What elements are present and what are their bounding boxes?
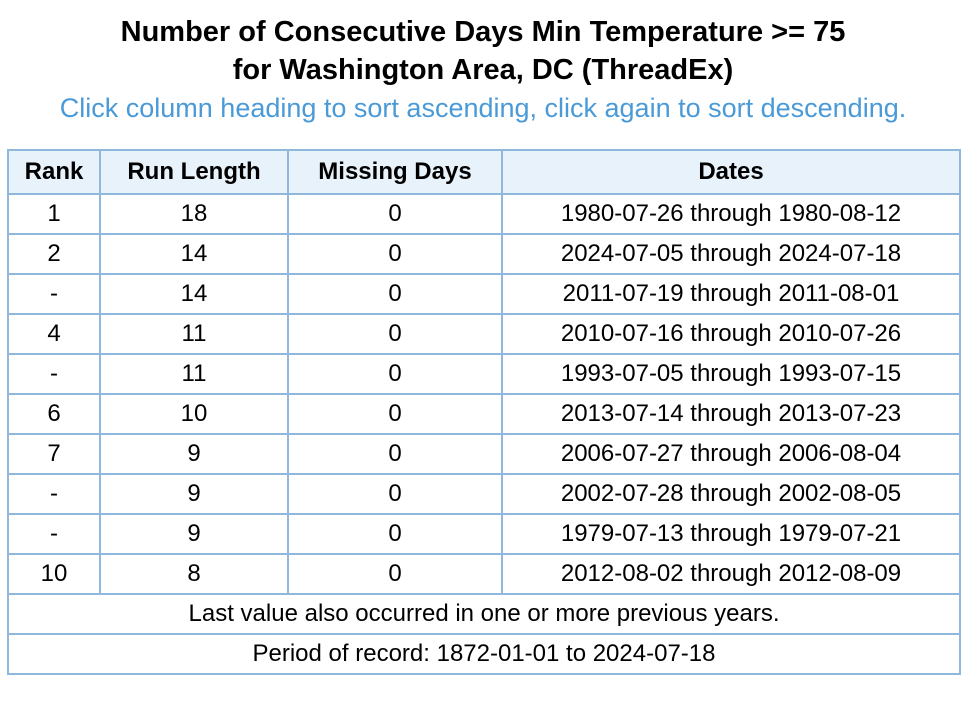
run-length-cell: 9 [99,513,289,555]
table-row: 6 10 0 2013-07-14 through 2013-07-23 [7,393,961,435]
missing-days-cell: 0 [287,513,503,555]
dates-cell: 2013-07-14 through 2013-07-23 [501,393,961,435]
column-heading-dates[interactable]: Dates [501,149,961,195]
table-row: 2 14 0 2024-07-05 through 2024-07-18 [7,233,961,275]
rank-cell: 10 [7,553,101,595]
rank-cell: 6 [7,393,101,435]
rank-cell: 7 [7,433,101,475]
column-heading-rank[interactable]: Rank [7,149,101,195]
missing-days-cell: 0 [287,233,503,275]
dates-cell: 2002-07-28 through 2002-08-05 [501,473,961,515]
rank-cell: 2 [7,233,101,275]
footnote-cell: Last value also occurred in one or more … [7,593,961,635]
run-length-cell: 11 [99,353,289,395]
page-title: Number of Consecutive Days Min Temperatu… [0,13,966,89]
missing-days-cell: 0 [287,433,503,475]
table-row: 7 9 0 2006-07-27 through 2006-08-04 [7,433,961,475]
run-length-cell: 9 [99,433,289,475]
rank-cell: - [7,513,101,555]
dates-cell: 2024-07-05 through 2024-07-18 [501,233,961,275]
table-row: 1 18 0 1980-07-26 through 1980-08-12 [7,193,961,235]
rank-cell: 1 [7,193,101,235]
rank-cell: 4 [7,313,101,355]
period-row: Period of record: 1872-01-01 to 2024-07-… [7,633,961,675]
dates-cell: 2010-07-16 through 2010-07-26 [501,313,961,355]
table-row: - 11 0 1993-07-05 through 1993-07-15 [7,353,961,395]
dates-cell: 1980-07-26 through 1980-08-12 [501,193,961,235]
table-row: - 9 0 2002-07-28 through 2002-08-05 [7,473,961,515]
run-length-cell: 8 [99,553,289,595]
missing-days-cell: 0 [287,393,503,435]
dates-cell: 1979-07-13 through 1979-07-21 [501,513,961,555]
table-row: 4 11 0 2010-07-16 through 2010-07-26 [7,313,961,355]
period-of-record-cell: Period of record: 1872-01-01 to 2024-07-… [7,633,961,675]
run-length-cell: 14 [99,233,289,275]
table-row: - 14 0 2011-07-19 through 2011-08-01 [7,273,961,315]
column-heading-missing-days[interactable]: Missing Days [287,149,503,195]
title-line-1: Number of Consecutive Days Min Temperatu… [120,16,846,48]
missing-days-cell: 0 [287,313,503,355]
missing-days-cell: 0 [287,353,503,395]
missing-days-cell: 0 [287,473,503,515]
header-row: Rank Run Length Missing Days Dates [7,149,961,195]
table-body: 1 18 0 1980-07-26 through 1980-08-12 2 1… [7,193,961,675]
rank-cell: - [7,353,101,395]
missing-days-cell: 0 [287,193,503,235]
run-length-cell: 14 [99,273,289,315]
run-length-cell: 11 [99,313,289,355]
sort-instructions: Click column heading to sort ascending, … [59,93,907,123]
run-length-cell: 10 [99,393,289,435]
consecutive-days-table: Rank Run Length Missing Days Dates 1 18 … [7,149,961,675]
table-row: 10 8 0 2012-08-02 through 2012-08-09 [7,553,961,595]
dates-cell: 2006-07-27 through 2006-08-04 [501,433,961,475]
column-heading-run-length[interactable]: Run Length [99,149,289,195]
missing-days-cell: 0 [287,273,503,315]
title-line-2: for Washington Area, DC (ThreadEx) [232,54,734,86]
footnote-row: Last value also occurred in one or more … [7,593,961,635]
missing-days-cell: 0 [287,553,503,595]
dates-cell: 2012-08-02 through 2012-08-09 [501,553,961,595]
rank-cell: - [7,273,101,315]
dates-cell: 1993-07-05 through 1993-07-15 [501,353,961,395]
table-header: Rank Run Length Missing Days Dates [7,149,961,195]
run-length-cell: 18 [99,193,289,235]
run-length-cell: 9 [99,473,289,515]
rank-cell: - [7,473,101,515]
table-row: - 9 0 1979-07-13 through 1979-07-21 [7,513,961,555]
dates-cell: 2011-07-19 through 2011-08-01 [501,273,961,315]
